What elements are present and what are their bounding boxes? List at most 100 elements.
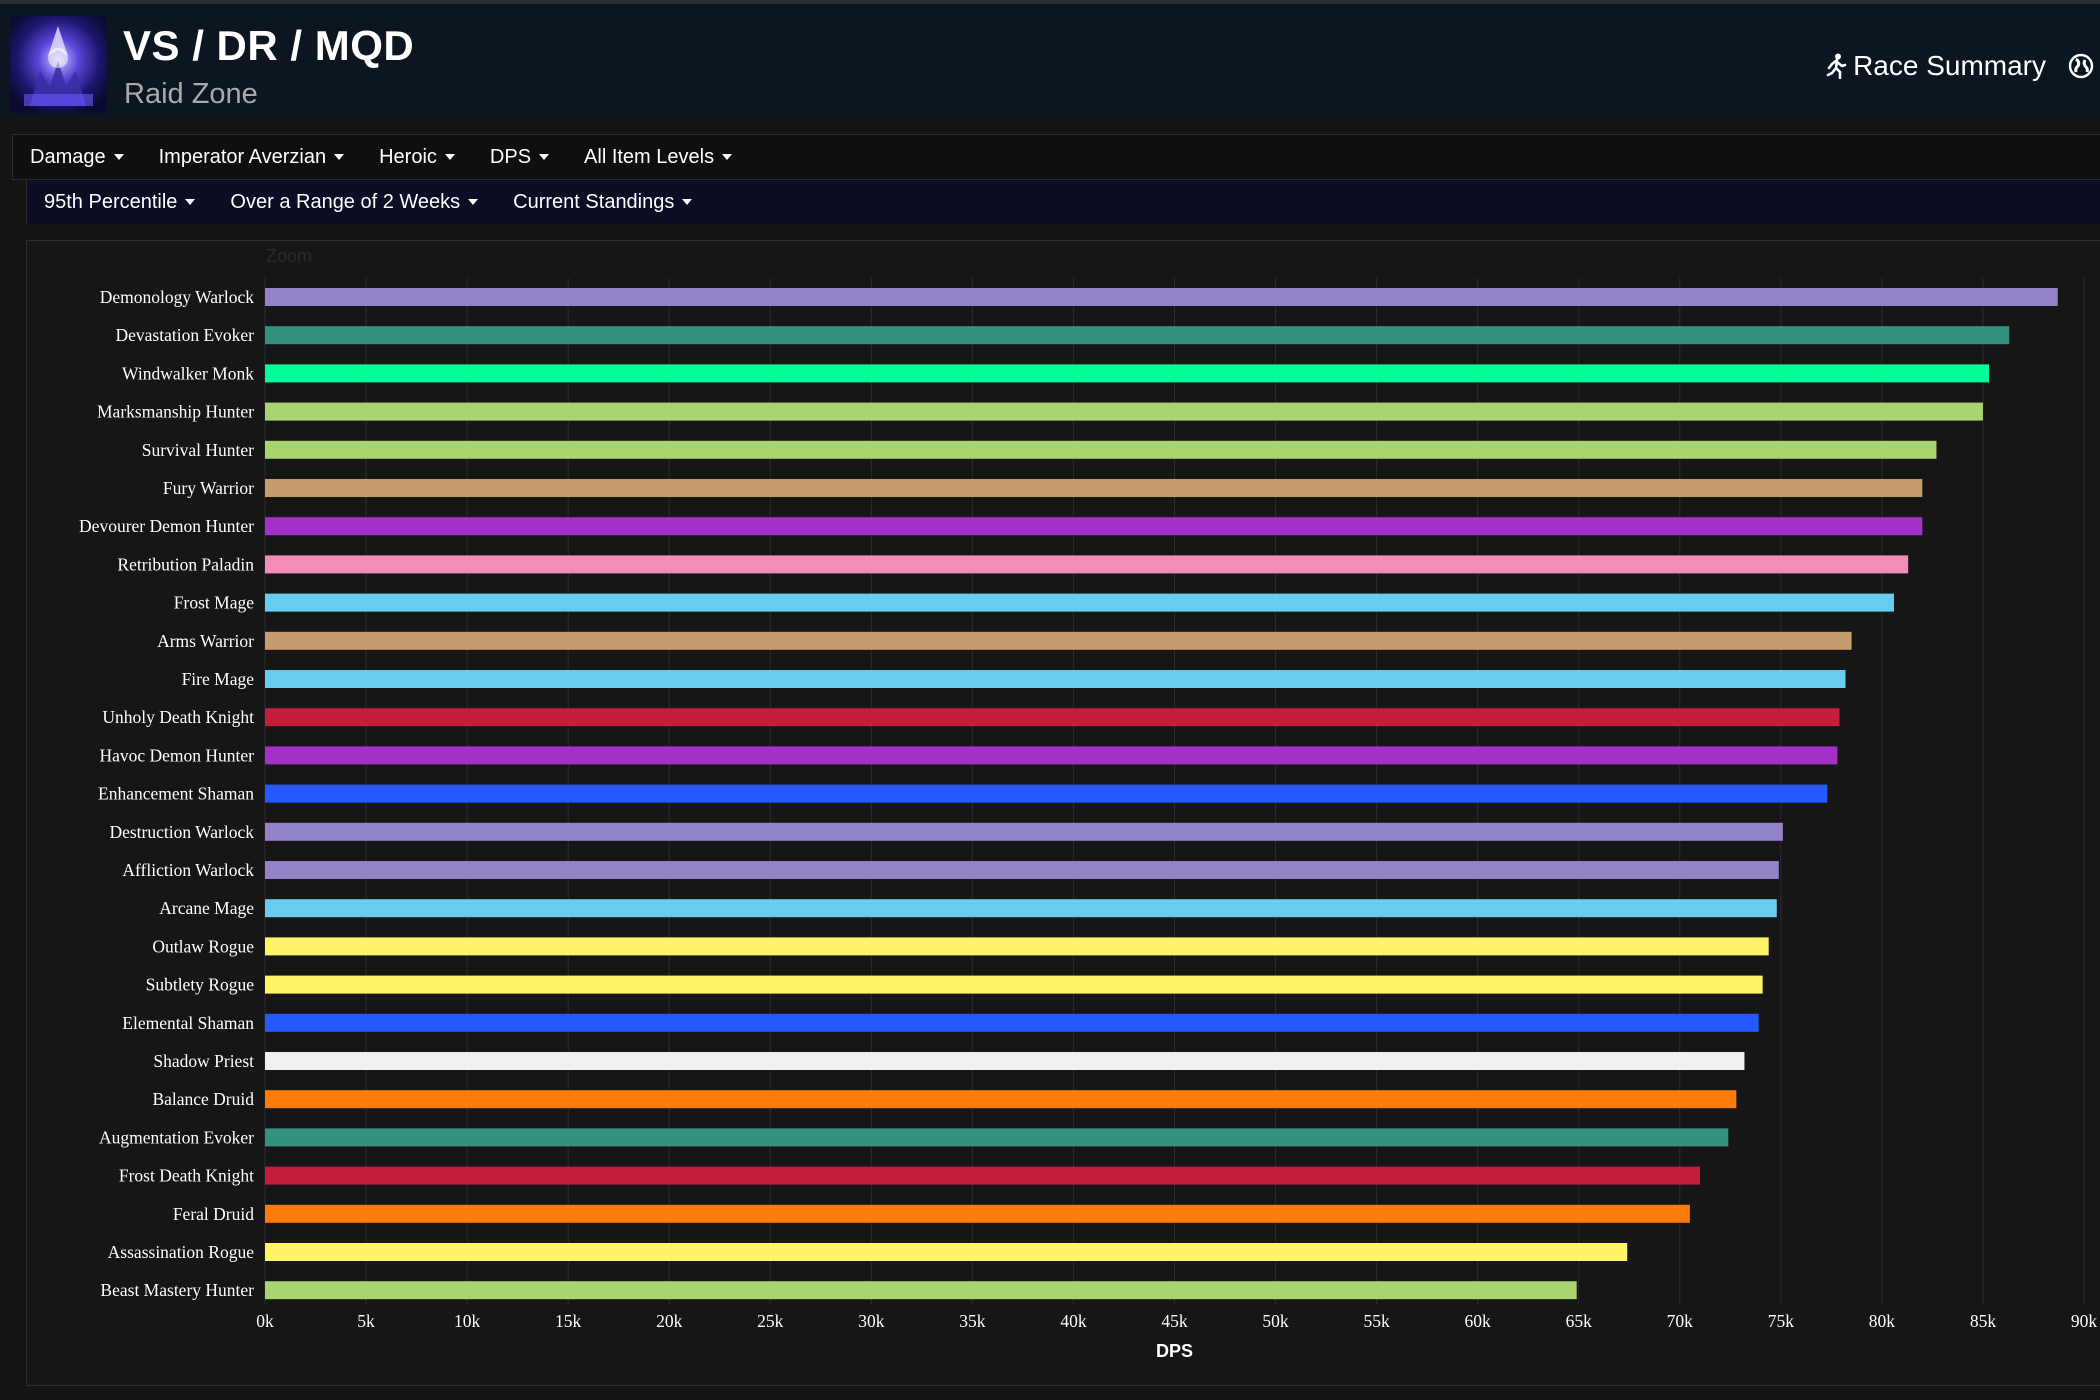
zone-title: VS / DR / MQD — [123, 22, 415, 69]
metric-dropdown[interactable]: Damage — [13, 146, 142, 169]
category-label: Feral Druid — [173, 1204, 254, 1224]
x-axis-title: DPS — [1156, 1341, 1193, 1361]
category-label: Unholy Death Knight — [102, 707, 254, 727]
bar[interactable] — [265, 822, 1783, 841]
bar[interactable] — [265, 326, 2010, 345]
bar[interactable] — [265, 899, 1777, 918]
caret-down-icon — [539, 154, 550, 160]
x-tick-label: 75k — [1768, 1311, 1795, 1331]
category-label: Havoc Demon Hunter — [99, 745, 254, 765]
role-dropdown[interactable]: DPS — [473, 146, 567, 169]
bar[interactable] — [265, 631, 1852, 650]
x-tick-label: 55k — [1363, 1311, 1390, 1331]
bar[interactable] — [265, 1281, 1577, 1300]
globe-icon[interactable] — [2068, 53, 2094, 79]
bar[interactable] — [265, 1090, 1737, 1109]
category-label: Elemental Shaman — [122, 1013, 254, 1033]
category-label: Marksmanship Hunter — [97, 402, 254, 422]
caret-down-icon — [185, 199, 196, 205]
category-label: Outlaw Rogue — [152, 936, 254, 956]
category-label: Windwalker Monk — [122, 363, 254, 383]
category-label: Subtlety Rogue — [146, 975, 255, 995]
x-tick-label: 85k — [1970, 1311, 1997, 1331]
x-tick-label: 60k — [1465, 1311, 1492, 1331]
running-man-icon — [1826, 53, 1847, 79]
item-level-dropdown[interactable]: All Item Levels — [567, 146, 750, 169]
bar[interactable] — [265, 746, 1838, 765]
category-label: Demonology Warlock — [100, 287, 255, 307]
zone-subtitle: Raid Zone — [124, 78, 258, 110]
metric-dropdown-label: Damage — [30, 145, 106, 168]
x-tick-label: 65k — [1566, 1311, 1593, 1331]
bar[interactable] — [265, 288, 2058, 306]
category-label: Survival Hunter — [142, 440, 254, 460]
bar[interactable] — [265, 670, 1846, 688]
x-tick-label: 0k — [256, 1311, 274, 1331]
caret-down-icon — [444, 154, 455, 160]
caret-down-icon — [334, 154, 345, 160]
race-summary-link[interactable]: Race Summary — [1825, 50, 2046, 82]
difficulty-dropdown-label: Heroic — [379, 145, 437, 168]
category-label: Balance Druid — [152, 1089, 254, 1109]
bar[interactable] — [265, 440, 1937, 459]
bar[interactable] — [265, 593, 1895, 612]
x-tick-label: 35k — [959, 1311, 986, 1331]
x-tick-label: 50k — [1262, 1311, 1289, 1331]
bar[interactable] — [265, 1052, 1745, 1070]
role-dropdown-label: DPS — [489, 145, 532, 168]
x-tick-label: 70k — [1667, 1311, 1694, 1331]
bar[interactable] — [265, 555, 1909, 574]
zone-icon — [10, 16, 107, 113]
bar[interactable] — [265, 517, 1923, 536]
category-label: Frost Mage — [174, 593, 254, 613]
category-label: Frost Death Knight — [119, 1166, 254, 1186]
category-label: Devourer Demon Hunter — [79, 516, 254, 536]
category-label: Devastation Evoker — [116, 325, 255, 345]
category-label: Fire Mage — [182, 669, 255, 689]
standings-dropdown[interactable]: Current Standings — [496, 191, 710, 214]
bar[interactable] — [265, 1013, 1759, 1032]
race-summary-label: Race Summary — [1853, 50, 2046, 81]
bar[interactable] — [265, 1243, 1628, 1261]
category-label: Arms Warrior — [157, 631, 254, 651]
bar[interactable] — [265, 1204, 1690, 1223]
bar[interactable] — [265, 364, 1990, 383]
category-labels: Demonology Warlock Devastation Evoker Wind… — [79, 287, 254, 1300]
bar[interactable] — [265, 708, 1840, 727]
bar[interactable] — [265, 1128, 1729, 1147]
caret-down-icon — [468, 199, 479, 205]
category-label: Retribution Paladin — [117, 554, 254, 574]
bar[interactable] — [265, 975, 1763, 994]
bar[interactable] — [265, 937, 1769, 956]
category-label: Beast Mastery Hunter — [100, 1280, 254, 1300]
x-tick-label: 5k — [357, 1311, 375, 1331]
bar[interactable] — [265, 1166, 1700, 1185]
difficulty-dropdown[interactable]: Heroic — [362, 146, 473, 169]
bar[interactable] — [265, 402, 1983, 421]
zone-header: VS / DR / MQD Raid Zone Race Summary — [0, 0, 2100, 118]
bar[interactable] — [265, 479, 1923, 497]
category-label: Affliction Warlock — [122, 860, 254, 880]
x-tick-label: 40k — [1060, 1311, 1087, 1331]
bar[interactable] — [265, 861, 1779, 879]
filter-bar-primary: Damage Imperator Averzian Heroic DPS All… — [12, 134, 2100, 180]
standings-dropdown-label: Current Standings — [513, 190, 675, 213]
x-tick-label: 20k — [656, 1311, 683, 1331]
item-level-dropdown-label: All Item Levels — [584, 145, 715, 168]
x-tick-label: 25k — [757, 1311, 784, 1331]
bars — [265, 288, 2058, 1300]
range-dropdown[interactable]: Over a Range of 2 Weeks — [213, 191, 496, 214]
x-tick-label: 80k — [1869, 1311, 1896, 1331]
percentile-dropdown[interactable]: 95th Percentile — [27, 191, 213, 214]
chart-panel — [26, 240, 2100, 1386]
category-label: Arcane Mage — [159, 898, 254, 918]
bar[interactable] — [265, 784, 1828, 803]
category-label: Assassination Rogue — [108, 1242, 255, 1262]
boss-dropdown[interactable]: Imperator Averzian — [142, 146, 363, 169]
category-label: Destruction Warlock — [109, 822, 254, 842]
category-label: Enhancement Shaman — [98, 784, 254, 804]
caret-down-icon — [722, 154, 733, 160]
x-tick-label: 10k — [454, 1311, 481, 1331]
range-dropdown-label: Over a Range of 2 Weeks — [230, 190, 461, 213]
x-tick-label: 15k — [555, 1311, 582, 1331]
